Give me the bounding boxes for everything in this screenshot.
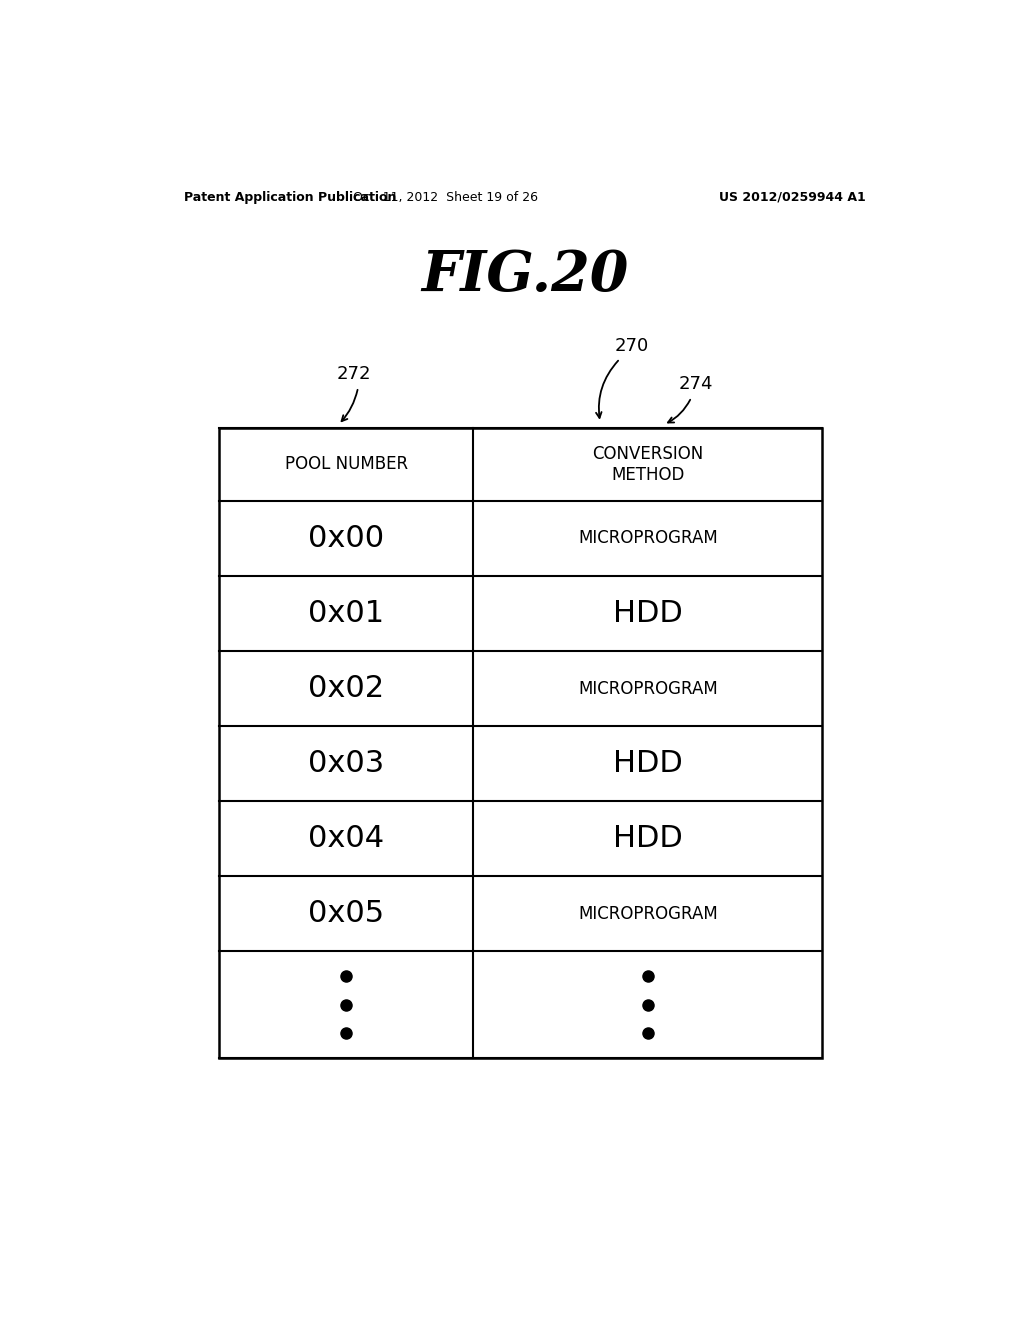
Text: POOL NUMBER: POOL NUMBER bbox=[285, 455, 408, 474]
Text: FIG.20: FIG.20 bbox=[421, 248, 629, 302]
Text: US 2012/0259944 A1: US 2012/0259944 A1 bbox=[719, 190, 866, 203]
Text: HDD: HDD bbox=[613, 748, 683, 777]
Text: MICROPROGRAM: MICROPROGRAM bbox=[578, 529, 718, 548]
Text: Patent Application Publication: Patent Application Publication bbox=[183, 190, 396, 203]
Text: MICROPROGRAM: MICROPROGRAM bbox=[578, 680, 718, 697]
Text: 0x01: 0x01 bbox=[308, 599, 384, 628]
Text: 0x02: 0x02 bbox=[308, 675, 384, 704]
Text: MICROPROGRAM: MICROPROGRAM bbox=[578, 904, 718, 923]
Text: HDD: HDD bbox=[613, 824, 683, 853]
Text: 0x04: 0x04 bbox=[308, 824, 384, 853]
Text: 0x03: 0x03 bbox=[308, 748, 384, 777]
Text: 0x05: 0x05 bbox=[308, 899, 384, 928]
Text: 270: 270 bbox=[614, 338, 649, 355]
Text: HDD: HDD bbox=[613, 599, 683, 628]
Text: 0x00: 0x00 bbox=[308, 524, 384, 553]
Text: Oct. 11, 2012  Sheet 19 of 26: Oct. 11, 2012 Sheet 19 of 26 bbox=[353, 190, 538, 203]
Text: 272: 272 bbox=[337, 364, 372, 383]
Text: CONVERSION
METHOD: CONVERSION METHOD bbox=[592, 445, 703, 483]
Bar bbox=[219, 428, 822, 1057]
Text: 274: 274 bbox=[678, 375, 713, 393]
